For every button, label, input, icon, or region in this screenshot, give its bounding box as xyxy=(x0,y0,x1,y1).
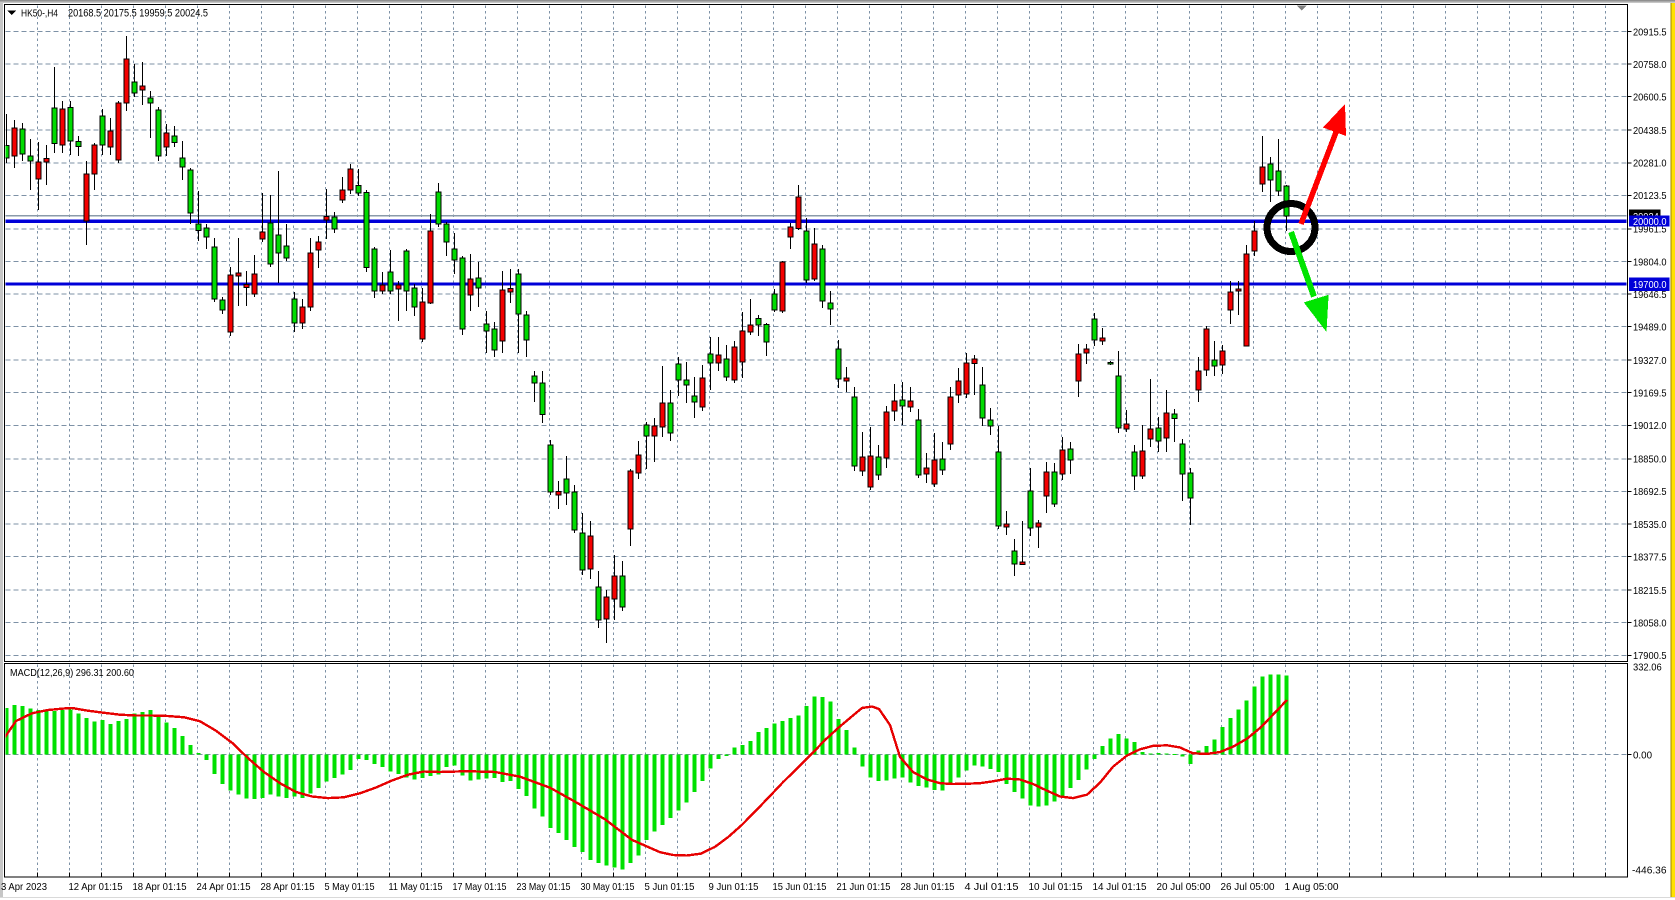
svg-text:19961.5: 19961.5 xyxy=(1633,224,1667,236)
svg-text:5 May 01:15: 5 May 01:15 xyxy=(325,881,375,893)
svg-text:19327.0: 19327.0 xyxy=(1633,355,1667,367)
svg-text:19489.0: 19489.0 xyxy=(1633,321,1667,333)
svg-text:5 Jun 01:15: 5 Jun 01:15 xyxy=(645,881,695,893)
svg-text:HK50-,H4: HK50-,H4 xyxy=(21,7,58,19)
svg-text:20915.5: 20915.5 xyxy=(1633,26,1667,38)
svg-text:21 Jun 01:15: 21 Jun 01:15 xyxy=(837,881,891,893)
svg-text:3 Apr 2023: 3 Apr 2023 xyxy=(1,881,47,893)
svg-text:1 Aug 05:00: 1 Aug 05:00 xyxy=(1285,881,1339,893)
svg-text:9 Jun 01:15: 9 Jun 01:15 xyxy=(709,881,759,893)
svg-text:19169.5: 19169.5 xyxy=(1633,388,1667,400)
svg-text:20758.0: 20758.0 xyxy=(1633,59,1667,71)
svg-text:19804.0: 19804.0 xyxy=(1633,256,1667,268)
svg-text:19646.5: 19646.5 xyxy=(1633,289,1667,301)
svg-text:18692.5: 18692.5 xyxy=(1633,486,1667,498)
svg-text:19700.0: 19700.0 xyxy=(1633,279,1667,291)
svg-text:28 Jun 01:15: 28 Jun 01:15 xyxy=(901,881,955,893)
svg-text:20438.5: 20438.5 xyxy=(1633,125,1667,137)
svg-text:18850.0: 18850.0 xyxy=(1633,454,1667,466)
svg-text:20281.0: 20281.0 xyxy=(1633,158,1667,170)
svg-text:17900.5: 17900.5 xyxy=(1633,650,1667,662)
svg-text:23 May 01:15: 23 May 01:15 xyxy=(517,881,571,893)
svg-text:4 Jul 01:15: 4 Jul 01:15 xyxy=(965,881,1019,893)
svg-text:20123.5: 20123.5 xyxy=(1633,190,1667,202)
svg-text:18215.5: 18215.5 xyxy=(1633,585,1667,597)
svg-text:20 Jul 05:00: 20 Jul 05:00 xyxy=(1157,881,1211,893)
svg-text:15 Jun 01:15: 15 Jun 01:15 xyxy=(773,881,827,893)
svg-text:20000.0: 20000.0 xyxy=(1633,216,1667,228)
svg-text:26 Jul 05:00: 26 Jul 05:00 xyxy=(1221,881,1275,893)
svg-text:18058.0: 18058.0 xyxy=(1633,618,1667,630)
svg-text:20168.5 20175.5 19959.5 20024.: 20168.5 20175.5 19959.5 20024.5 xyxy=(68,7,208,19)
svg-text:332.06: 332.06 xyxy=(1633,662,1662,674)
svg-text:17 May 01:15: 17 May 01:15 xyxy=(453,881,507,893)
svg-text:28 Apr 01:15: 28 Apr 01:15 xyxy=(261,881,315,893)
svg-text:MACD(12,26,9) 296.31 200.60: MACD(12,26,9) 296.31 200.60 xyxy=(10,667,134,679)
svg-text:14 Jul 01:15: 14 Jul 01:15 xyxy=(1093,881,1147,893)
svg-text:-446.36: -446.36 xyxy=(1632,865,1667,877)
svg-text:30 May 01:15: 30 May 01:15 xyxy=(581,881,635,893)
svg-text:24 Apr 01:15: 24 Apr 01:15 xyxy=(197,881,251,893)
svg-text:10 Jul 01:15: 10 Jul 01:15 xyxy=(1029,881,1083,893)
svg-text:18377.5: 18377.5 xyxy=(1633,551,1667,563)
svg-text:18 Apr 01:15: 18 Apr 01:15 xyxy=(133,881,187,893)
svg-text:0.00: 0.00 xyxy=(1633,750,1652,762)
svg-text:18535.0: 18535.0 xyxy=(1633,519,1667,531)
svg-text:19012.0: 19012.0 xyxy=(1633,420,1667,432)
svg-text:20600.5: 20600.5 xyxy=(1633,92,1667,104)
svg-text:12 Apr 01:15: 12 Apr 01:15 xyxy=(69,881,123,893)
svg-text:11 May 01:15: 11 May 01:15 xyxy=(389,881,443,893)
